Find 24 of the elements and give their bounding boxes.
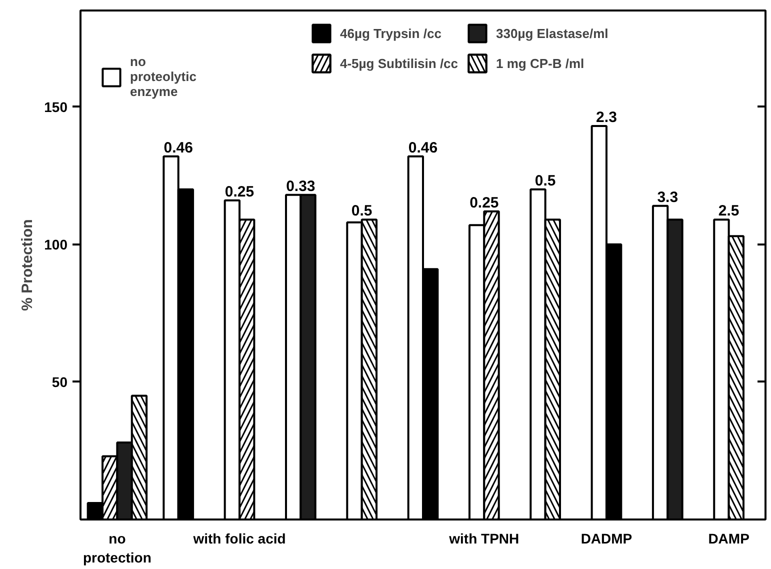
legend-label: 1 mg CP-B /ml <box>496 56 584 70</box>
annotation: 3.3 <box>657 188 678 206</box>
annotation: 0.5 <box>534 172 556 190</box>
annotation: 0.25 <box>224 183 254 200</box>
annotation: 0.5 <box>351 202 372 220</box>
legend-label: 4-5µg Subtilisin /cc <box>340 56 458 70</box>
legend-label: 46µg Trypsin /cc <box>340 26 442 40</box>
y-tick-label: 150 <box>44 98 68 115</box>
annotation: 0.25 <box>470 194 499 212</box>
x-tick-label: DAMP <box>708 530 750 546</box>
x-tick-label: DADMP <box>580 530 632 546</box>
legend-label: 330µg Elastase/ml <box>496 26 608 40</box>
x-tick-label: with TPNH <box>448 530 520 546</box>
y-tick-label: 100 <box>44 236 68 252</box>
annotation: 0.46 <box>408 139 438 156</box>
x-tick-label: no protection <box>82 530 152 566</box>
annotation: 2.3 <box>596 109 617 126</box>
legend-label: no proteolytic enzyme <box>130 54 196 99</box>
annotation: 0.46 <box>164 139 193 156</box>
y-tick-label: 50 <box>52 374 68 390</box>
annotation: 0.33 <box>286 178 316 195</box>
y-axis-title: % Protection <box>19 219 36 311</box>
x-tick-label: with folic acid <box>192 530 286 546</box>
annotation: 2.5 <box>718 202 740 220</box>
